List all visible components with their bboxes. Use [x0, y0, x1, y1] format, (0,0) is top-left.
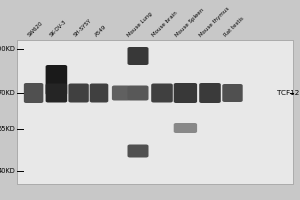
FancyBboxPatch shape — [174, 83, 197, 103]
Text: SW620: SW620 — [26, 21, 44, 38]
FancyBboxPatch shape — [112, 86, 130, 100]
FancyBboxPatch shape — [90, 84, 108, 102]
FancyBboxPatch shape — [174, 123, 197, 133]
Text: Mouse Spleen: Mouse Spleen — [175, 7, 206, 38]
FancyBboxPatch shape — [128, 47, 148, 65]
FancyBboxPatch shape — [199, 83, 221, 103]
Text: Mouse thymus: Mouse thymus — [199, 6, 231, 38]
Text: TCF12: TCF12 — [277, 90, 299, 96]
Text: 70KD: 70KD — [0, 90, 15, 96]
FancyBboxPatch shape — [46, 84, 67, 102]
FancyBboxPatch shape — [128, 86, 148, 100]
Text: A549: A549 — [94, 24, 108, 38]
FancyBboxPatch shape — [151, 84, 173, 102]
Text: 55KD: 55KD — [0, 126, 15, 132]
FancyBboxPatch shape — [222, 84, 243, 102]
Text: 40KD: 40KD — [0, 168, 15, 174]
Text: Rat testis: Rat testis — [223, 16, 245, 38]
Text: 100KD: 100KD — [0, 46, 15, 52]
Text: SK-OV-3: SK-OV-3 — [49, 19, 68, 38]
FancyBboxPatch shape — [46, 65, 67, 95]
Bar — [16, 40, 292, 184]
Text: Mouse Lung: Mouse Lung — [127, 11, 154, 38]
Text: Mouse brain: Mouse brain — [151, 11, 178, 38]
Text: SH-SYSY: SH-SYSY — [73, 18, 93, 38]
FancyBboxPatch shape — [24, 83, 44, 103]
FancyBboxPatch shape — [68, 84, 89, 102]
FancyBboxPatch shape — [128, 144, 148, 158]
